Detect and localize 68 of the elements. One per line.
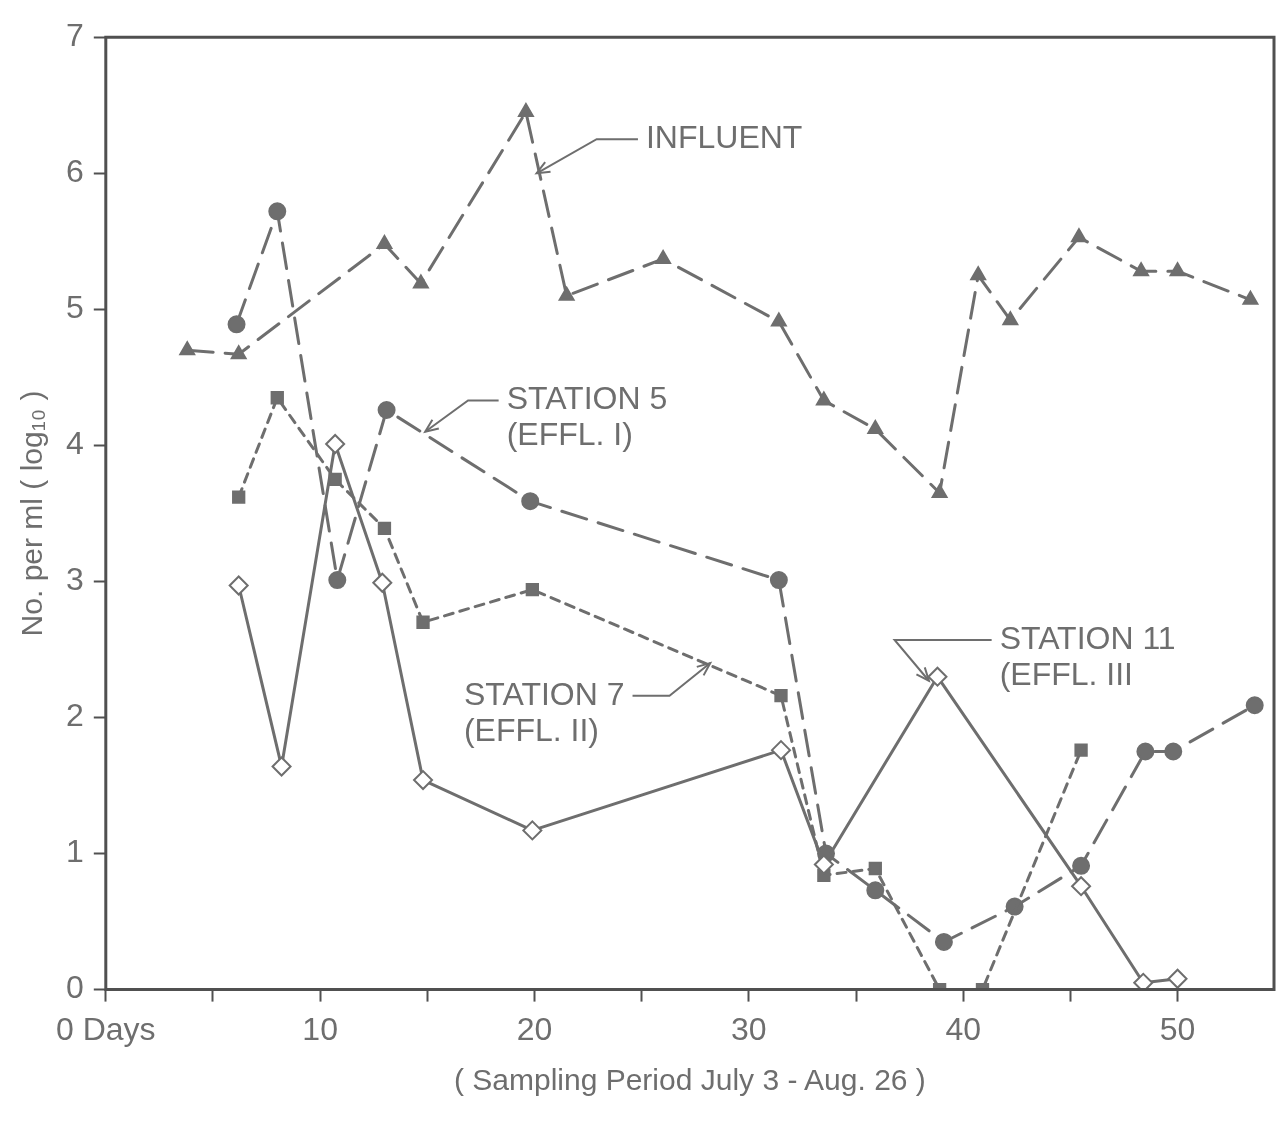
point [268,202,287,221]
point [372,572,393,593]
y-tick-label: 7 [66,17,84,54]
point [1072,856,1091,875]
point [771,740,791,761]
point [1074,743,1088,757]
point [525,582,540,597]
point [227,315,246,334]
annotation: INFLUENT [645,119,803,156]
point [774,689,788,703]
point [377,401,396,419]
point [228,575,249,596]
annotation: STATION 5 (EFFL. I) [506,380,668,453]
point [413,770,434,791]
point [232,490,246,504]
point [769,571,788,590]
x-tick-label: 10 [302,1010,338,1047]
x-tick-label: 0 Days [56,1010,156,1047]
x-tick-label: 50 [1159,1010,1196,1047]
point [1071,228,1087,243]
x-axis-title: ( Sampling Period July 3 - Aug. 26 ) [453,1063,926,1097]
point [927,666,948,687]
point [376,235,393,250]
point [866,881,885,900]
y-tick-label: 4 [66,425,84,462]
x-tick-label: 20 [516,1010,553,1047]
point [416,615,430,629]
point [521,492,540,511]
point [270,391,284,405]
point [517,103,534,118]
point [931,483,948,498]
y-tick-label: 3 [66,561,84,598]
point [868,861,882,876]
point [412,274,429,289]
point [1136,742,1155,761]
point [813,854,834,875]
point [970,266,987,281]
point [1164,742,1183,761]
point [377,521,392,536]
point [1167,968,1188,989]
point [325,434,346,455]
annotation: STATION 7 (EFFL. II) [463,675,625,748]
point [655,249,672,264]
point [1071,876,1092,897]
y-tick-label: 5 [66,289,84,326]
point [867,420,884,435]
y-tick-label: 2 [66,697,84,734]
y-axis-title: No. per ml ( log₁₀ ) [15,390,49,637]
point [522,820,543,841]
point [328,571,347,590]
x-tick-label: 30 [731,1010,767,1047]
point [558,286,575,301]
point [1245,696,1264,715]
y-tick-label: 6 [66,153,84,190]
y-tick-label: 0 [66,969,84,1006]
point [1002,311,1019,326]
point [1133,262,1150,277]
point [815,391,832,406]
point [1169,262,1186,277]
y-tick-label: 1 [66,833,84,870]
point [934,932,953,951]
point [179,341,196,356]
point [271,756,292,777]
point [1242,290,1259,305]
point [770,312,787,327]
point [230,345,247,360]
x-tick-label: 40 [945,1010,981,1047]
annotation: STATION 11 (EFFL. III [999,619,1176,692]
